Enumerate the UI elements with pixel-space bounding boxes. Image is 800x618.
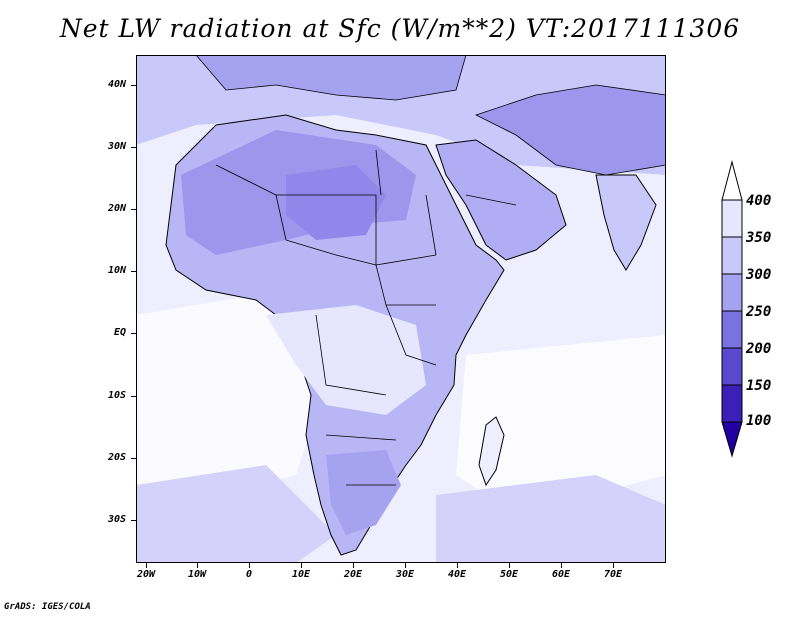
- lat-tick: [131, 520, 136, 521]
- lon-tick: [405, 563, 406, 568]
- colorbar-label-200: 200: [746, 341, 772, 357]
- lat-tick: [131, 85, 136, 86]
- lat-tick: [131, 333, 136, 334]
- lon-tick: [509, 563, 510, 568]
- lon-tick: [197, 563, 198, 568]
- colorbar-bottom-arrow: [721, 421, 743, 458]
- lon-label-10w: 10W: [187, 569, 207, 580]
- indian-ocean-clouds: [456, 335, 666, 515]
- lat-tick: [131, 147, 136, 148]
- lon-tick: [613, 563, 614, 568]
- colorbar-label-300: 300: [746, 267, 772, 283]
- lon-label-50e: 50E: [499, 569, 519, 580]
- southern-africa-shade: [326, 450, 401, 535]
- lon-tick: [353, 563, 354, 568]
- arabian-peninsula: [435, 139, 567, 261]
- lat-label-40n: 40N: [107, 79, 126, 90]
- middle-east-shade: [474, 84, 666, 176]
- lat-label-30s: 30S: [107, 514, 126, 525]
- colorbar-swatch: [721, 384, 743, 423]
- colorbar-swatch: [721, 273, 743, 312]
- colorbar-swatch: [721, 310, 743, 349]
- credit-footer: GrADS: IGES/COLA: [4, 602, 91, 612]
- lat-label-10n: 10N: [107, 265, 126, 276]
- lat-tick: [131, 209, 136, 210]
- colorbar-swatch: [721, 199, 743, 238]
- colorbar: [721, 160, 743, 458]
- lon-tick: [146, 563, 147, 568]
- lat-label-20s: 20S: [107, 452, 126, 463]
- southern-ocean-shade: [136, 465, 336, 563]
- lon-label-0: 0: [245, 569, 253, 580]
- madagascar: [478, 416, 505, 487]
- lon-tick: [457, 563, 458, 568]
- southern-indian-shade: [436, 475, 666, 563]
- map-plot-area: [136, 55, 666, 563]
- lon-tick: [561, 563, 562, 568]
- colorbar-label-350: 350: [746, 230, 772, 246]
- colorbar-swatch: [721, 347, 743, 386]
- india-landmass: [595, 174, 657, 271]
- lat-label-20n: 20N: [107, 203, 126, 214]
- lat-tick: [131, 271, 136, 272]
- lon-label-70e: 70E: [603, 569, 623, 580]
- colorbar-label-150: 150: [746, 378, 772, 394]
- colorbar-label-100: 100: [746, 413, 772, 429]
- lon-label-10e: 10E: [291, 569, 311, 580]
- lon-tick: [301, 563, 302, 568]
- radiation-field: [136, 55, 666, 563]
- lon-label-20w: 20W: [136, 569, 156, 580]
- south-atlantic-clouds: [136, 295, 336, 515]
- colorbar-label-250: 250: [746, 304, 772, 320]
- colorbar-label-400: 400: [746, 193, 772, 209]
- lat-tick: [131, 458, 136, 459]
- lat-label-30n: 30N: [107, 141, 126, 152]
- colorbar-top-arrow: [721, 160, 743, 201]
- country-borders: [215, 149, 517, 486]
- central-africa-clouds: [266, 305, 426, 415]
- lat-label-10s: 10S: [107, 390, 126, 401]
- lat-label-eq: EQ: [113, 327, 126, 338]
- lon-label-20e: 20E: [343, 569, 363, 580]
- lat-tick: [131, 396, 136, 397]
- sahara-core-shade: [286, 165, 386, 240]
- lon-label-30e: 30E: [395, 569, 415, 580]
- colorbar-swatch: [721, 236, 743, 275]
- lon-label-60e: 60E: [551, 569, 571, 580]
- lon-tick: [249, 563, 250, 568]
- map-title: Net LW radiation at Sfc (W/m**2) VT:2017…: [59, 14, 741, 43]
- lon-label-40e: 40E: [447, 569, 467, 580]
- europe-landmass: [195, 55, 467, 101]
